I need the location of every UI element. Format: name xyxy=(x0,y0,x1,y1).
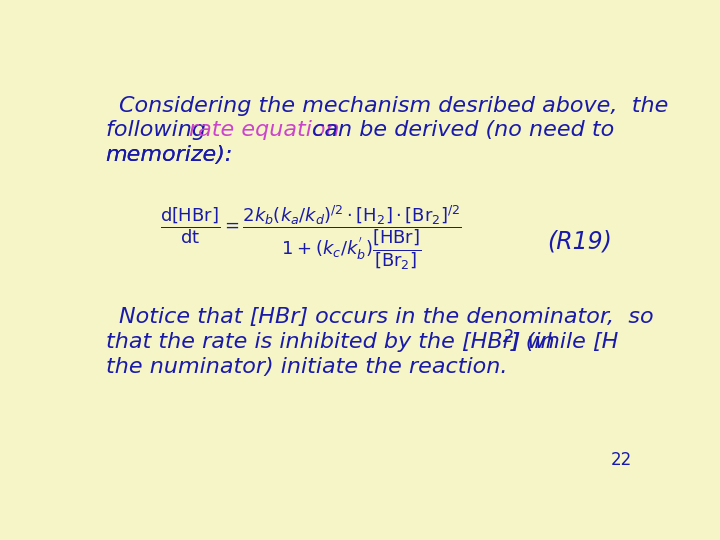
Text: memorize):: memorize): xyxy=(106,145,233,165)
Text: that the rate is inhibited by the [HBr] while [H: that the rate is inhibited by the [HBr] … xyxy=(106,332,618,352)
Text: Notice that [HBr] occurs in the denominator,  so: Notice that [HBr] occurs in the denomina… xyxy=(120,307,654,327)
Text: following: following xyxy=(106,120,212,140)
Text: the numinator) initiate the reaction.: the numinator) initiate the reaction. xyxy=(106,356,507,376)
Text: can be derived (no need to: can be derived (no need to xyxy=(305,120,614,140)
Text: ] (in: ] (in xyxy=(510,332,555,352)
Text: (R19): (R19) xyxy=(547,230,612,254)
Text: memorize):: memorize): xyxy=(106,145,233,165)
Text: rate equation: rate equation xyxy=(189,120,339,140)
Text: $\dfrac{\mathrm{d[HBr]}}{\mathrm{dt}} = \dfrac{2k_b(k_a/k_d)^{/2} \cdot [\mathrm: $\dfrac{\mathrm{d[HBr]}}{\mathrm{dt}} = … xyxy=(160,204,462,272)
Text: 22: 22 xyxy=(611,451,632,469)
Text: Considering the mechanism desribed above,  the: Considering the mechanism desribed above… xyxy=(120,96,669,116)
Text: 2: 2 xyxy=(503,328,513,346)
